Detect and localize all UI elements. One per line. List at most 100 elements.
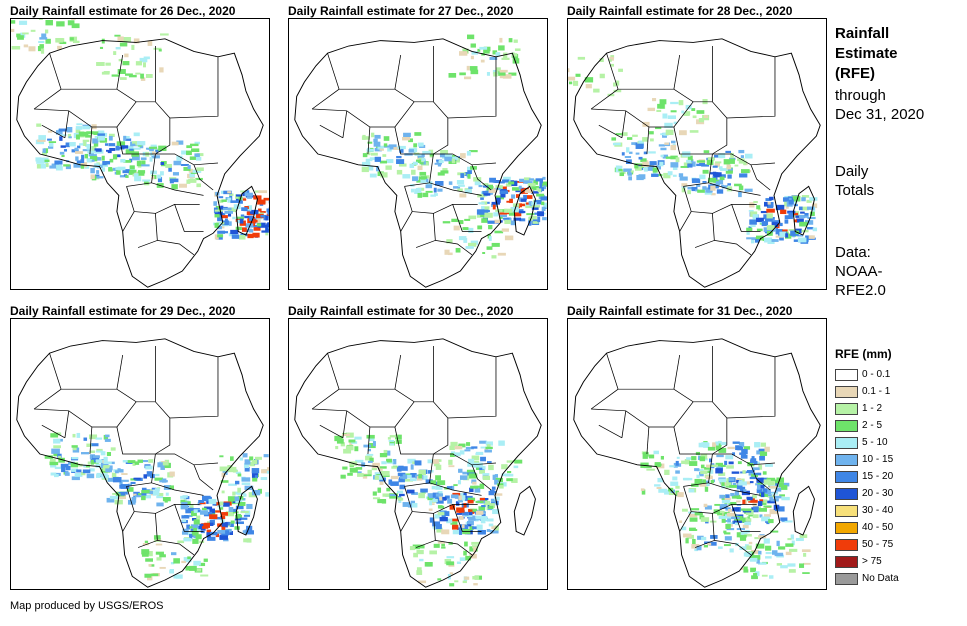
rainfall-cell (708, 177, 717, 183)
country-border (151, 482, 204, 496)
rainfall-cell (79, 143, 86, 146)
rainfall-cell (187, 164, 191, 170)
madagascar-outline (513, 185, 536, 236)
legend-item: 20 - 30 (835, 485, 899, 502)
rainfall-cell (80, 471, 86, 476)
rainfall-cell (76, 123, 83, 126)
rainfall-cell (694, 478, 703, 484)
rainfall-cell (414, 154, 422, 156)
rainfall-cell (452, 492, 461, 497)
rainfall-cell (151, 155, 160, 159)
rainfall-cell (40, 48, 45, 54)
rainfall-cell (638, 156, 643, 160)
rainfall-cell (774, 552, 784, 557)
country-border (435, 240, 473, 256)
rainfall-cell (506, 200, 511, 203)
rainfall-cell (377, 468, 383, 471)
country-border (433, 153, 497, 166)
rainfall-cell (434, 514, 441, 519)
rainfall-cell (756, 559, 760, 564)
rainfall-cell (217, 530, 226, 534)
rainfall-cell (751, 549, 760, 554)
credit-text: Map produced by USGS/EROS (10, 600, 164, 612)
rainfall-cell (726, 528, 735, 531)
rainfall-cell (103, 456, 108, 462)
rainfall-cell (412, 544, 420, 550)
rainfall-cell (217, 215, 223, 222)
rainfall-cell (717, 443, 722, 446)
rainfall-cell (440, 496, 447, 501)
rainfall-cell (450, 521, 458, 525)
rainfall-cell (743, 569, 749, 573)
legend-swatch (835, 402, 858, 415)
rainfall-cell (758, 464, 763, 470)
rainfall-cell (144, 540, 149, 544)
rainfall-cell (218, 505, 224, 510)
rainfall-cell (738, 480, 743, 486)
rainfall-cell (670, 101, 679, 105)
rainfall-cell (236, 513, 241, 519)
rainfall-cell (469, 150, 478, 153)
rainfall-cell (725, 494, 730, 498)
rainfall-cell (185, 566, 190, 571)
rainfall-cell (628, 176, 633, 181)
rainfall-cell (491, 525, 497, 529)
country-border (89, 126, 93, 155)
rainfall-cell (681, 187, 686, 193)
country-border (126, 186, 200, 214)
rainfall-cell (472, 481, 477, 485)
rainfall-cell (109, 133, 115, 137)
rainfall-cell (49, 165, 57, 169)
rainfall-cell (43, 148, 49, 154)
rainfall-cell (441, 514, 446, 519)
rainfall-cell (656, 165, 661, 170)
madagascar-outline (792, 185, 815, 236)
rainfall-cell (703, 503, 708, 508)
rainfall-cell (485, 441, 493, 446)
rainfall-cell (480, 456, 486, 462)
rainfall-cell (366, 148, 374, 152)
rainfall-cell (756, 205, 761, 210)
rainfall-cell (621, 132, 628, 136)
rainfall-cell (762, 471, 767, 475)
rainfall-cell (342, 466, 348, 470)
rainfall-cell (188, 178, 197, 183)
rainfall-cell (526, 213, 535, 216)
rainfall-cell (727, 522, 733, 526)
country-border (174, 204, 204, 232)
rainfall-cell (785, 233, 789, 238)
rainfall-cell (670, 162, 679, 168)
rainfall-cell (107, 150, 112, 154)
rainfall-cell (56, 21, 65, 27)
rainfall-cell (89, 155, 98, 162)
madagascar-outline (792, 485, 815, 536)
rainfall-cell (125, 138, 132, 141)
country-border (673, 354, 681, 390)
rainfall-cell (702, 186, 707, 190)
rainfall-cell (451, 518, 459, 522)
rainfall-cell (707, 542, 712, 546)
rainfall-cell (474, 487, 481, 493)
rainfall-cell (728, 461, 734, 465)
rainfall-cell (787, 210, 796, 214)
rainfall-cell (490, 489, 495, 492)
rainfall-cell (336, 438, 344, 444)
rainfall-cell (411, 492, 418, 495)
rainfall-cell (193, 527, 197, 533)
rainfall-cell (47, 138, 52, 141)
rainfall-cell (456, 561, 462, 564)
rainfall-cell (437, 541, 446, 544)
rainfall-cell (798, 206, 803, 211)
rainfall-cell (494, 474, 498, 478)
rainfall-cell (723, 481, 732, 487)
rainfall-cell (80, 158, 85, 163)
rainfall-cell (127, 483, 132, 487)
rainfall-cell (91, 159, 95, 162)
map-panel-26: Daily Rainfall estimate for 26 Dec., 202… (10, 4, 270, 294)
rainfall-cell (793, 219, 798, 223)
rainfall-cell (671, 140, 676, 144)
rainfall-cell (221, 522, 228, 528)
rainfall-cell (723, 530, 727, 534)
rainfall-cell (93, 131, 99, 136)
rainfall-cell (244, 485, 254, 490)
